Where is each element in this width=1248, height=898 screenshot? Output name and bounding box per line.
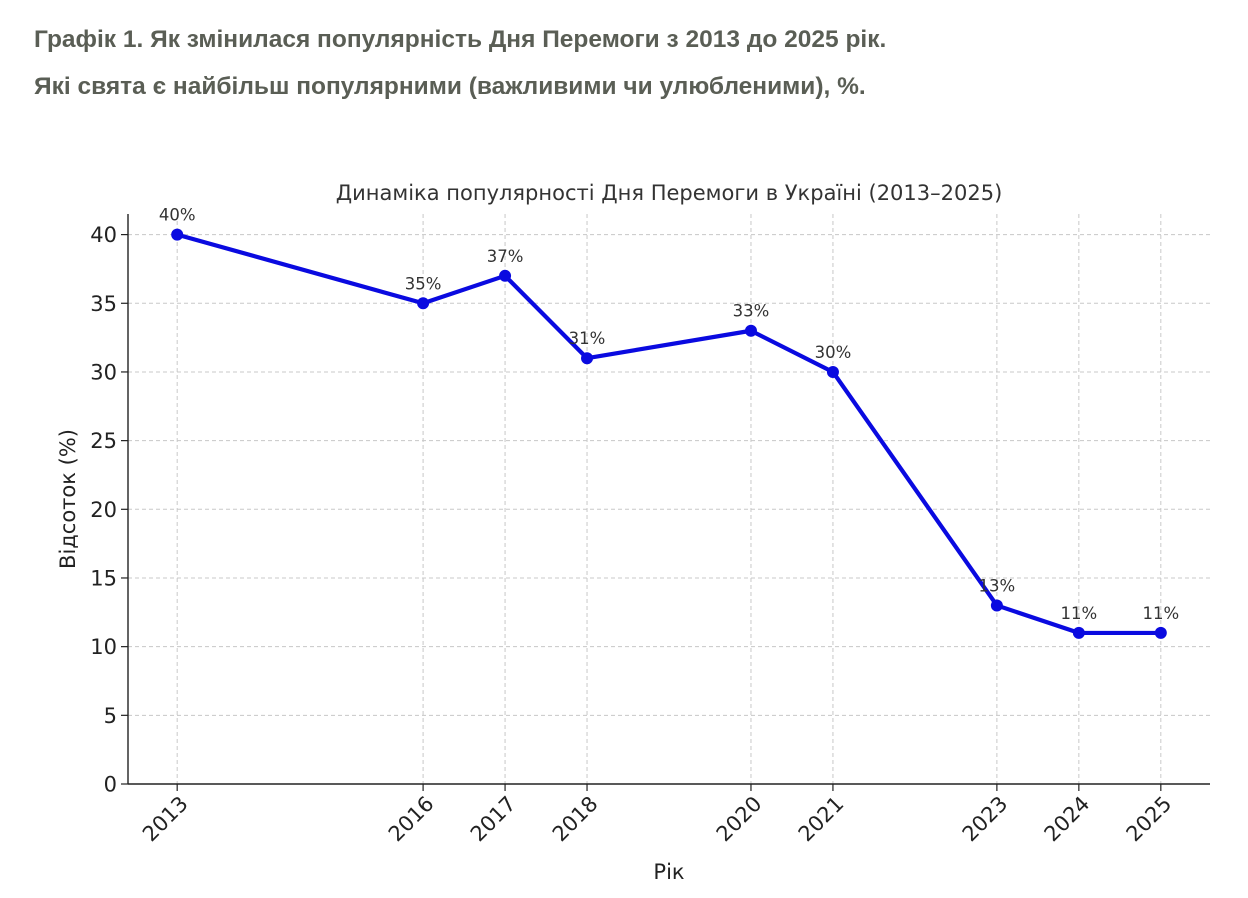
data-point xyxy=(744,324,757,337)
x-tick-label: 2020 xyxy=(712,792,767,847)
data-label: 37% xyxy=(487,247,524,266)
y-tick-label: 10 xyxy=(90,635,117,659)
y-tick-label: 20 xyxy=(90,498,117,522)
grid xyxy=(128,214,1210,784)
series xyxy=(171,228,1167,639)
x-tick-label: 2025 xyxy=(1122,792,1177,847)
x-tick-label: 2018 xyxy=(548,792,603,847)
series-line xyxy=(175,232,1163,636)
x-tick-label: 2016 xyxy=(384,792,439,847)
y-tick-label: 40 xyxy=(90,223,117,247)
data-labels: 40% 35% 37% 31% 33% 30% 13% 11% 11% xyxy=(159,206,1179,623)
x-tick-label: 2021 xyxy=(794,792,849,847)
y-tick-label: 0 xyxy=(104,773,117,797)
data-point xyxy=(1154,626,1167,639)
x-tick-label: 2013 xyxy=(138,792,193,847)
data-point xyxy=(581,352,594,365)
data-point xyxy=(417,297,430,310)
data-label: 35% xyxy=(405,274,442,293)
data-label: 33% xyxy=(733,302,770,321)
data-label: 11% xyxy=(1061,604,1098,623)
data-point xyxy=(1072,626,1085,639)
page-subtitle: Які свята є найбільш популярними (важлив… xyxy=(34,73,866,100)
data-point xyxy=(499,269,512,282)
data-label: 31% xyxy=(569,329,606,348)
data-point xyxy=(990,599,1003,612)
y-tick-label: 25 xyxy=(90,429,117,453)
x-tick-label: 2017 xyxy=(466,792,521,847)
chart-title: Динаміка популярності Дня Перемоги в Укр… xyxy=(336,181,1003,205)
x-tick-label: 2023 xyxy=(958,792,1013,847)
data-label: 11% xyxy=(1142,604,1179,623)
x-tick-label: 2024 xyxy=(1040,792,1095,847)
data-label: 13% xyxy=(979,576,1016,595)
data-label: 30% xyxy=(815,343,852,362)
x-axis-label: Рік xyxy=(653,860,684,884)
y-axis-label: Відсоток (%) xyxy=(56,429,80,569)
y-tick-label: 15 xyxy=(90,566,117,590)
y-tick-label: 35 xyxy=(90,292,117,316)
axes xyxy=(127,214,1210,785)
page-title: Графік 1. Як змінилася популярність Дня … xyxy=(34,26,887,53)
y-tick-label: 5 xyxy=(104,704,117,728)
data-point xyxy=(171,228,184,241)
y-tick-label: 30 xyxy=(90,360,117,384)
data-point xyxy=(826,365,839,378)
data-label: 40% xyxy=(159,206,196,225)
